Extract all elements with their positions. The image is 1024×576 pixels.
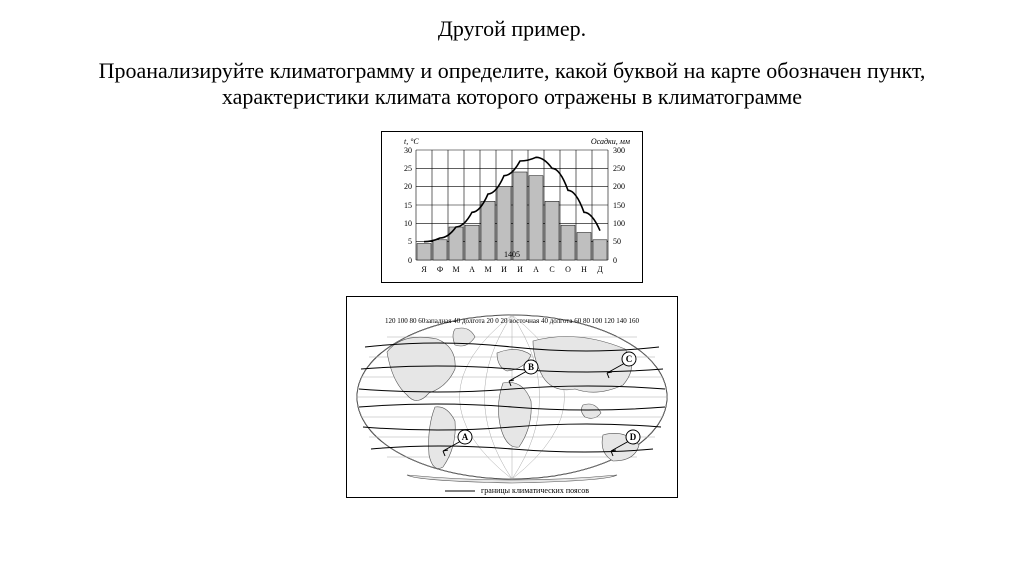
map-legend: границы климатических поясов: [445, 486, 589, 495]
svg-text:0: 0: [613, 256, 617, 265]
climatogram: t, °C Осадки, мм: [381, 131, 643, 283]
month-labels: ЯФМАМИИАСОНД: [421, 265, 603, 274]
svg-text:границы климатических поясов: границы климатических поясов: [481, 486, 589, 495]
svg-text:0: 0: [408, 256, 412, 265]
annual-precip: 1405: [504, 250, 520, 259]
month-label: С: [549, 265, 554, 274]
precip-bar: [481, 201, 495, 260]
precip-bar: [433, 240, 447, 260]
month-label: Н: [581, 265, 587, 274]
task-line-2: характеристики климата которого отражены…: [222, 84, 802, 109]
month-label: А: [533, 265, 539, 274]
precip-bar: [545, 201, 559, 260]
heading: Другой пример.: [20, 16, 1004, 42]
right-axis-label: Осадки, мм: [591, 137, 630, 146]
map-point-label-C: C: [626, 354, 633, 364]
svg-text:300: 300: [613, 146, 625, 155]
slide: Другой пример. Проанализируйте климатогр…: [0, 0, 1024, 576]
precip-bar: [577, 232, 591, 260]
svg-text:150: 150: [613, 201, 625, 210]
svg-text:250: 250: [613, 164, 625, 173]
month-label: И: [501, 265, 507, 274]
svg-text:20: 20: [404, 182, 412, 191]
month-label: И: [517, 265, 523, 274]
month-label: М: [452, 265, 459, 274]
month-label: А: [469, 265, 475, 274]
right-ticks: 0 50 100 150 200 250 300: [613, 146, 625, 265]
month-label: О: [565, 265, 571, 274]
precip-bar: [513, 172, 527, 260]
precip-bar: [417, 243, 431, 260]
precip-bar: [561, 225, 575, 260]
svg-text:25: 25: [404, 164, 412, 173]
task-line-1: Проанализируйте климатограмму и определи…: [99, 58, 926, 83]
month-label: М: [484, 265, 491, 274]
month-label: Ф: [437, 265, 443, 274]
svg-text:100: 100: [613, 219, 625, 228]
longitude-labels: 120 100 80 60западная 40 долгота 20 0 20…: [385, 317, 640, 325]
task-text: Проанализируйте климатограмму и определи…: [20, 58, 1004, 111]
left-axis-label: t, °C: [404, 137, 419, 146]
svg-text:5: 5: [408, 237, 412, 246]
map-point-label-D: D: [630, 432, 637, 442]
world-map: A B C D 120 100 80 60западная 40 долгота 20…: [346, 296, 678, 498]
precip-bar: [497, 186, 511, 259]
svg-text:15: 15: [404, 201, 412, 210]
month-label: Я: [421, 265, 427, 274]
map-point-label-A: A: [462, 432, 469, 442]
svg-text:10: 10: [404, 219, 412, 228]
map-point-label-B: B: [528, 362, 534, 372]
left-ticks: 0 5 10 15 20 25 30: [404, 146, 412, 265]
svg-text:200: 200: [613, 182, 625, 191]
svg-text:30: 30: [404, 146, 412, 155]
precip-bar: [529, 175, 543, 259]
precip-bar: [465, 225, 479, 260]
precip-bar: [593, 240, 607, 260]
svg-text:50: 50: [613, 237, 621, 246]
month-label: Д: [597, 265, 603, 274]
